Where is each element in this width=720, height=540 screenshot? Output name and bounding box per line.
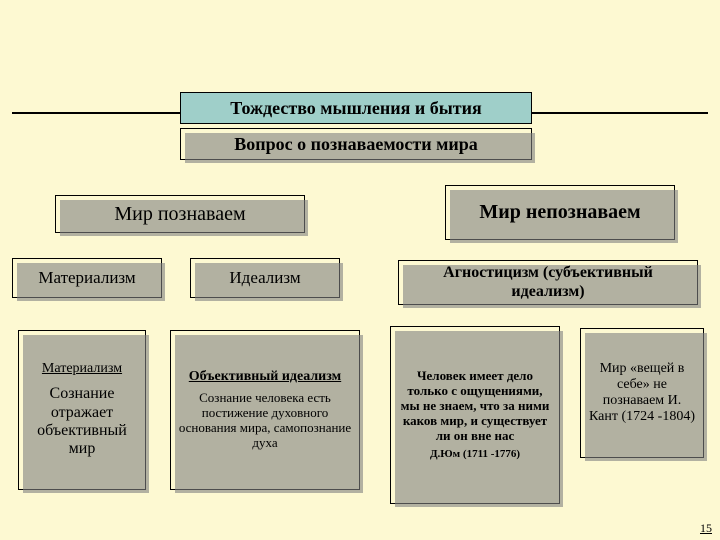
hume-body-tail: Д.Юм (1711 -1776) — [430, 448, 520, 461]
right-hr — [532, 112, 708, 114]
box-agnosticism-header: Агностицизм (субъективный идеализм) — [398, 260, 698, 305]
box-idealism-body: Объективный идеализм Сознание человека е… — [170, 330, 360, 490]
box-materialism-body: Материализм Сознание отражает объективны… — [18, 330, 146, 490]
idealism-body-text: Сознание человека есть постижение духовн… — [177, 391, 353, 451]
box-knowability-text: Вопрос о познаваемости мира — [234, 134, 477, 155]
box-knowable: Мир познаваем — [55, 195, 305, 233]
box-materialism-header-text: Материализм — [38, 268, 135, 288]
materialism-body-title: Материализм — [42, 361, 122, 377]
box-materialism-header: Материализм — [12, 258, 162, 298]
box-identity: Тождество мышления и бытия — [180, 92, 532, 124]
box-agnosticism-header-text: Агностицизм (субъективный идеализм) — [405, 264, 691, 301]
left-hr — [12, 112, 180, 114]
box-identity-text: Тождество мышления и бытия — [230, 98, 482, 119]
box-kant-body: Мир «вещей в себе» не познаваем И. Кант … — [580, 328, 704, 458]
materialism-body-text: Сознание отражает объективный мир — [25, 385, 139, 459]
box-hume-body: Человек имеет дело только с ощущениями, … — [390, 326, 560, 504]
box-unknowable-text: Мир непознаваем — [479, 201, 640, 224]
kant-body-text: Мир «вещей в себе» не познаваем И. Кант … — [587, 361, 697, 425]
box-knowability: Вопрос о познаваемости мира — [180, 128, 532, 160]
hume-body-text: Человек имеет дело только с ощущениями, … — [397, 369, 553, 444]
box-idealism-header: Идеализм — [190, 258, 340, 298]
box-unknowable: Мир непознаваем — [445, 185, 675, 240]
box-knowable-text: Мир познаваем — [114, 203, 245, 226]
page-number: 15 — [700, 521, 712, 536]
box-idealism-header-text: Идеализм — [229, 268, 300, 288]
idealism-body-title: Объективный идеализм — [189, 369, 341, 385]
